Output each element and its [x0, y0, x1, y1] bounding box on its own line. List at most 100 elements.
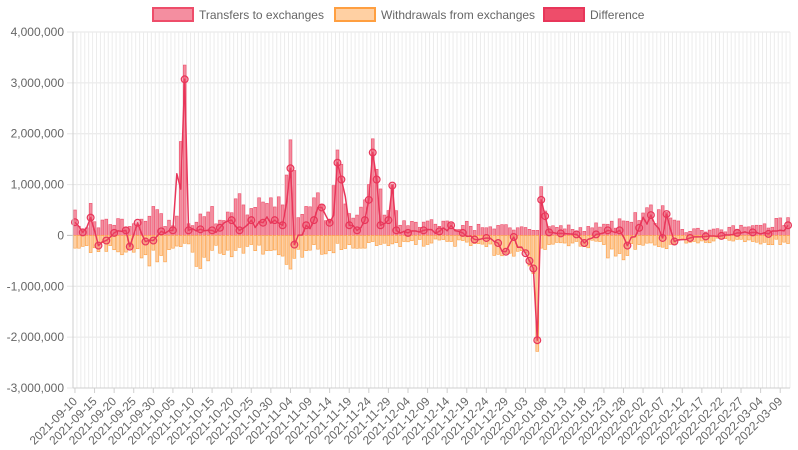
difference-point: [670, 237, 679, 246]
bar-withdrawals: [613, 235, 618, 257]
bar-withdrawals: [182, 235, 187, 244]
bar-transfers: [625, 220, 630, 236]
bar-withdrawals: [617, 235, 622, 254]
bar-withdrawals: [347, 235, 351, 245]
difference-point: [157, 227, 166, 236]
bar-withdrawals: [390, 235, 395, 245]
difference-point: [208, 226, 217, 235]
bar-withdrawals: [120, 235, 124, 256]
bar-transfers: [492, 228, 496, 236]
bar-transfers: [304, 206, 308, 236]
bar-transfers: [774, 218, 778, 236]
bar-withdrawals: [664, 235, 669, 249]
difference-point: [317, 203, 326, 212]
bar-transfers: [504, 224, 508, 236]
bar-transfers: [684, 232, 688, 236]
difference-point: [733, 228, 742, 237]
legend-item-difference[interactable]: Difference: [543, 7, 645, 22]
difference-point: [572, 230, 581, 239]
bar-withdrawals: [77, 235, 81, 249]
bar-withdrawals: [214, 235, 218, 246]
bar-transfers: [519, 226, 524, 236]
bar-withdrawals: [324, 235, 328, 255]
bar-withdrawals: [504, 235, 508, 254]
bar-withdrawals: [731, 235, 735, 242]
bar-withdrawals: [257, 235, 261, 246]
bar-transfers: [202, 216, 206, 236]
difference-point: [541, 212, 550, 221]
bar-withdrawals: [394, 235, 398, 243]
bar-withdrawals: [237, 235, 242, 248]
legend-swatch-withdrawals: [334, 7, 376, 22]
bar-transfers: [429, 219, 434, 236]
difference-point: [701, 232, 710, 241]
difference-point: [419, 226, 428, 235]
bar-withdrawals: [280, 235, 285, 257]
legend-item-withdrawals[interactable]: Withdrawals from exchanges: [334, 7, 535, 22]
difference-point: [494, 239, 503, 248]
bar-withdrawals: [555, 235, 559, 243]
bar-withdrawals: [437, 235, 442, 241]
bar-withdrawals: [441, 235, 445, 240]
bars: [73, 64, 790, 352]
bar-transfers: [696, 227, 700, 236]
bar-withdrawals: [194, 235, 199, 267]
bar-transfers: [468, 225, 473, 236]
bar-withdrawals: [429, 235, 434, 244]
bar-withdrawals: [92, 235, 97, 249]
bar-withdrawals: [355, 235, 359, 249]
legend-item-transfers[interactable]: Transfers to exchanges: [152, 7, 324, 22]
bar-withdrawals: [574, 235, 579, 242]
bar-withdrawals: [312, 235, 316, 245]
y-tick-label: 0: [57, 228, 64, 242]
difference-point: [121, 226, 130, 235]
bar-withdrawals: [151, 235, 156, 251]
bar-withdrawals: [112, 235, 116, 251]
bar-transfers: [296, 217, 300, 236]
difference-point: [184, 226, 193, 235]
difference-point: [141, 237, 150, 246]
bar-withdrawals: [186, 235, 191, 245]
bar-withdrawals: [727, 235, 731, 241]
bar-withdrawals: [261, 235, 265, 255]
bar-transfers: [676, 220, 681, 236]
bar-transfers: [586, 226, 590, 236]
bar-withdrawals: [425, 235, 430, 245]
difference-point: [337, 175, 346, 184]
difference-point: [525, 256, 534, 265]
bar-transfers: [649, 204, 653, 236]
difference-point: [529, 264, 538, 273]
difference-point: [435, 227, 444, 236]
y-tick-label: 4,000,000: [11, 25, 65, 39]
difference-point: [345, 221, 354, 230]
difference-point: [764, 229, 773, 238]
bar-withdrawals: [163, 235, 167, 263]
bar-withdrawals: [398, 235, 402, 247]
bar-transfers: [711, 228, 716, 236]
bar-transfers: [692, 228, 696, 236]
bar-transfers: [527, 229, 532, 236]
bar-withdrawals: [175, 235, 179, 247]
bar-withdrawals: [139, 235, 144, 259]
difference-point: [302, 221, 311, 230]
bar-withdrawals: [316, 235, 320, 250]
bar-transfers: [523, 227, 528, 236]
bar-withdrawals: [359, 235, 363, 249]
bar-transfers: [582, 230, 587, 236]
bar-withdrawals: [457, 235, 461, 241]
difference-point: [509, 232, 518, 241]
difference-point: [325, 218, 334, 227]
bar-withdrawals: [135, 235, 140, 250]
bar-withdrawals: [320, 235, 324, 255]
bar-transfers: [778, 217, 782, 236]
bar-transfers: [147, 215, 152, 236]
legend: Transfers to exchanges Withdrawals from …: [152, 7, 645, 22]
bar-withdrawals: [179, 235, 183, 247]
bar-withdrawals: [363, 235, 367, 249]
bar-withdrawals: [563, 235, 567, 244]
bar-withdrawals: [229, 235, 234, 258]
bar-withdrawals: [551, 235, 555, 245]
legend-label-withdrawals: Withdrawals from exchanges: [381, 8, 535, 22]
bar-transfers: [257, 197, 261, 236]
bar-withdrawals: [762, 235, 767, 243]
